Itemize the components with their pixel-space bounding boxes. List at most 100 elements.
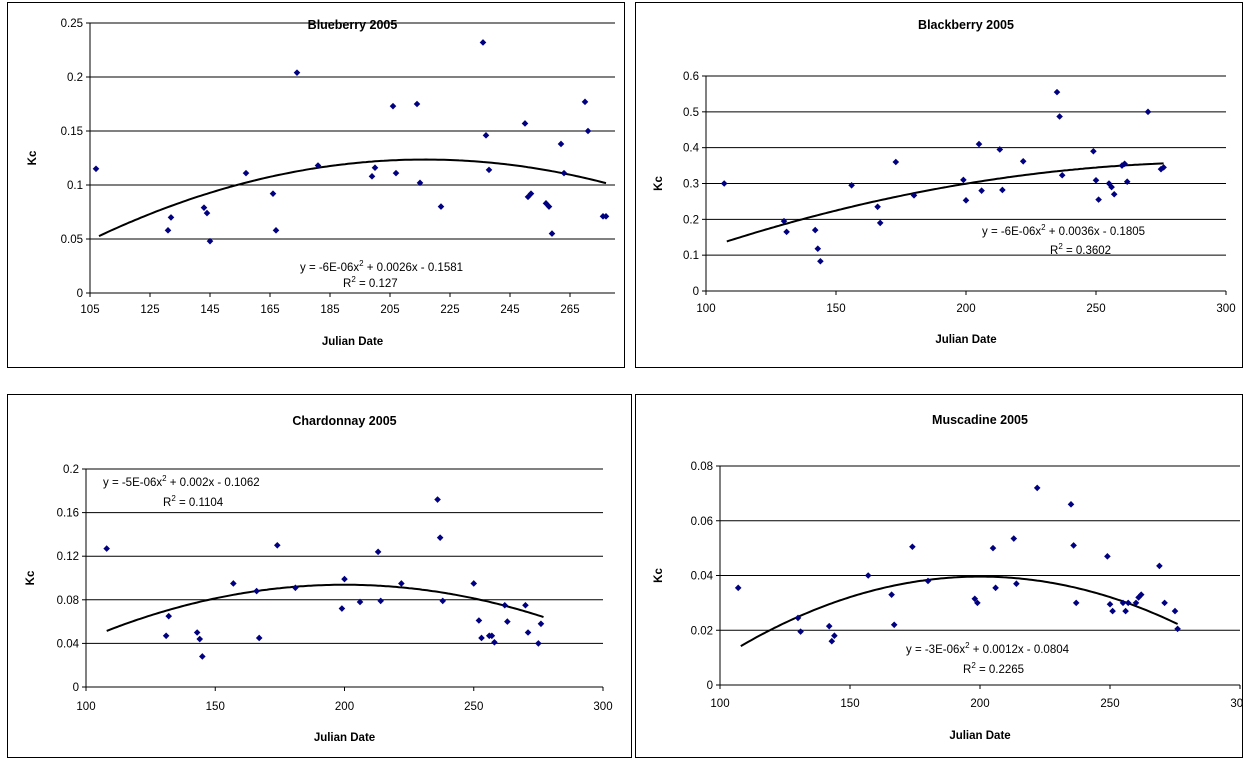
data-point <box>475 617 483 624</box>
y-tick-label: 0.6 <box>683 71 699 83</box>
data-point <box>542 200 550 207</box>
data-point <box>437 203 445 210</box>
r-squared-label: R <box>963 664 971 676</box>
data-point <box>734 584 742 592</box>
y-tick-label: 0.08 <box>691 461 713 473</box>
data-point <box>1156 562 1163 570</box>
y-tick-label: 0.12 <box>57 551 79 563</box>
y-tick-label: 0.04 <box>691 571 714 583</box>
data-point <box>103 545 110 552</box>
data-point <box>1110 190 1118 198</box>
data-point <box>1121 160 1128 168</box>
data-point <box>560 169 568 177</box>
x-tick-label: 300 <box>1230 698 1243 710</box>
y-tick-label: 0.2 <box>67 72 83 84</box>
data-point <box>1157 165 1165 173</box>
x-tick-label: 265 <box>560 304 579 316</box>
data-point <box>814 245 822 253</box>
data-point <box>811 226 819 234</box>
equation-main: y = -5E-06x <box>103 477 162 489</box>
data-point <box>292 584 299 592</box>
data-point <box>1033 484 1041 492</box>
data-point <box>1019 157 1027 165</box>
equation-rest: + 0.0026x - 0.1581 <box>364 262 463 274</box>
data-point <box>1090 147 1097 155</box>
r-squared: R2 = 0.3602 <box>1050 242 1111 257</box>
data-point <box>1105 180 1113 187</box>
data-point <box>504 618 511 625</box>
data-point <box>389 102 397 110</box>
y-tick-label: 0 <box>707 680 713 692</box>
x-tick-label: 165 <box>260 304 279 316</box>
data-point <box>1108 183 1115 191</box>
data-point <box>491 639 498 646</box>
y-tick-label: 0.1 <box>683 250 699 262</box>
y-tick-label: 0.06 <box>691 516 713 528</box>
equation-main: y = -6E-06x <box>300 262 359 274</box>
x-tick-label: 200 <box>335 701 354 713</box>
data-point <box>989 544 997 552</box>
data-point <box>831 632 838 640</box>
y-axis-label: Kc <box>27 150 39 165</box>
x-axis-label: Julian Date <box>949 730 1010 742</box>
trendline <box>740 575 1179 647</box>
r-squared-exponent: 2 <box>171 494 176 503</box>
x-tick-label: 150 <box>206 701 225 713</box>
equation-exponent: 2 <box>965 641 970 650</box>
data-point <box>537 620 545 628</box>
data-point <box>971 595 979 603</box>
data-point <box>253 587 260 595</box>
data-point <box>545 203 553 210</box>
chart-svg-blueberry: Blueberry 2005 0 0.05 0.1 0.15 0.2 0.25 105 125 1… <box>27 18 615 348</box>
trend-equation: y = -5E-06x2 + 0.002x - 0.1062 <box>103 474 260 489</box>
r-squared-value: = 0.127 <box>356 278 398 290</box>
chart-title: Blackberry 2005 <box>918 18 1014 32</box>
data-point <box>1053 88 1061 96</box>
data-point <box>1118 162 1126 169</box>
data-point <box>876 219 884 227</box>
y-axis-label: Kc <box>653 176 665 191</box>
chart-panel-chardonnay: Chardonnay 2005 0 0.04 0.08 0.12 0.16 0.2 100 15… <box>7 394 632 758</box>
y-axis-label: Kc <box>25 570 37 585</box>
data-point <box>371 164 379 172</box>
data-point <box>164 227 172 234</box>
data-point <box>848 181 855 189</box>
x-tick-label: 100 <box>696 303 715 315</box>
data-point <box>1122 607 1129 615</box>
y-tick-label: 0.05 <box>61 234 83 246</box>
trendline <box>98 158 607 238</box>
y-tick-label: 0.16 <box>57 508 79 520</box>
y-tick-label: 0 <box>693 286 699 298</box>
equation-exponent: 2 <box>162 474 167 483</box>
data-point <box>92 165 100 173</box>
data-point <box>470 580 478 587</box>
data-point <box>203 209 211 217</box>
x-tick-label: 300 <box>1216 303 1235 315</box>
chart-title: Muscadine 2005 <box>932 413 1028 427</box>
equation-main: y = -6E-06x <box>982 226 1041 238</box>
data-point <box>206 237 214 245</box>
data-point <box>1056 113 1063 120</box>
data-point <box>521 120 529 127</box>
data-point <box>996 146 1004 153</box>
trend-equation: y = -6E-06x2 + 0.0036x - 0.1805 <box>982 223 1145 238</box>
y-tick-label: 0.2 <box>63 464 79 476</box>
data-point <box>434 496 441 503</box>
r-squared: R2 = 0.2265 <box>963 661 1024 676</box>
data-point <box>162 632 170 640</box>
y-tick-label: 0.04 <box>57 638 80 650</box>
data-point <box>392 169 400 177</box>
data-point <box>196 635 204 643</box>
data-point <box>273 542 281 549</box>
data-point <box>478 634 485 642</box>
data-point <box>1123 178 1131 186</box>
trendline <box>726 162 1164 243</box>
data-point <box>602 213 610 220</box>
data-point <box>293 69 301 76</box>
data-point <box>524 193 532 201</box>
r-squared-exponent: 2 <box>971 661 976 670</box>
data-point <box>1058 171 1066 179</box>
x-tick-label: 125 <box>140 304 159 316</box>
x-tick-label: 145 <box>200 304 219 316</box>
data-point <box>909 543 916 551</box>
